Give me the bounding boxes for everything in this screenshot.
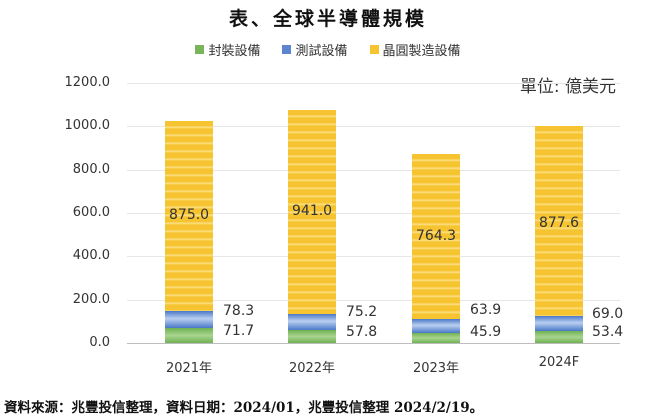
value-label-wafer: 875.0	[169, 207, 210, 223]
legend-item-wafer: 晶圓製造設備	[369, 40, 461, 59]
value-label-pack: 57.8	[346, 324, 378, 340]
segment-wafer	[412, 153, 460, 320]
legend-swatch-yellow	[369, 45, 379, 54]
segment-packaging	[412, 333, 460, 343]
value-label-wafer: 877.6	[539, 215, 580, 231]
legend-label: 晶圓製造設備	[382, 44, 461, 59]
bar-2024f	[535, 126, 583, 343]
gridline	[127, 83, 620, 84]
segment-wafer	[165, 121, 213, 311]
gridline	[127, 170, 620, 171]
segment-packaging	[165, 327, 213, 343]
segment-test	[535, 316, 583, 332]
segment-test	[165, 310, 213, 328]
value-label-pack: 45.9	[470, 324, 502, 340]
x-label: 2021年	[165, 361, 213, 376]
bar-2021	[165, 121, 213, 343]
y-tick: 600.0	[72, 205, 110, 220]
value-label-test: 69.0	[592, 306, 624, 322]
legend-swatch-green	[195, 45, 205, 54]
y-tick: 1200.0	[64, 75, 111, 90]
legend-label: 封裝設備	[208, 44, 261, 59]
segment-wafer	[288, 110, 336, 315]
x-label: 2024F	[538, 355, 580, 370]
y-tick: 400.0	[72, 248, 110, 263]
value-label-test: 78.3	[223, 303, 255, 319]
value-label-test: 63.9	[470, 302, 502, 318]
x-label: 2022年	[288, 361, 336, 376]
bar-2022	[288, 110, 336, 343]
gridline	[127, 300, 620, 301]
x-label: 2023年	[412, 361, 460, 376]
segment-test	[288, 314, 336, 331]
segment-wafer	[535, 126, 583, 317]
y-tick: 800.0	[72, 162, 110, 177]
value-label-pack: 71.7	[223, 323, 255, 339]
bar-2023	[412, 153, 460, 343]
y-tick: 200.0	[72, 292, 110, 307]
unit-label: 單位: 億美元	[519, 77, 616, 97]
segment-packaging	[288, 330, 336, 343]
value-label-wafer: 764.3	[416, 228, 457, 244]
segment-packaging	[535, 331, 583, 343]
gridline	[127, 126, 620, 127]
legend-swatch-blue	[282, 45, 292, 54]
source-note: 資料來源：兆豐投信整理，資料日期：2024/01，兆豐投信整理 2024/2/1…	[4, 400, 484, 416]
x-axis-line	[127, 343, 620, 344]
legend-item-packaging: 封裝設備	[195, 40, 260, 59]
value-label-test: 75.2	[346, 304, 378, 320]
y-tick: 0.0	[89, 335, 110, 350]
chart-title: 表、全球半導體規模	[228, 8, 427, 30]
gridline	[127, 256, 620, 257]
legend-label: 測試設備	[295, 44, 348, 59]
value-label-wafer: 941.0	[292, 203, 333, 219]
segment-test	[412, 319, 460, 334]
gridline	[127, 213, 620, 214]
legend: 封裝設備 測試設備 晶圓製造設備	[0, 40, 656, 59]
y-tick: 1000.0	[64, 118, 111, 133]
legend-item-testing: 測試設備	[282, 40, 348, 59]
value-label-pack: 53.4	[592, 324, 624, 340]
